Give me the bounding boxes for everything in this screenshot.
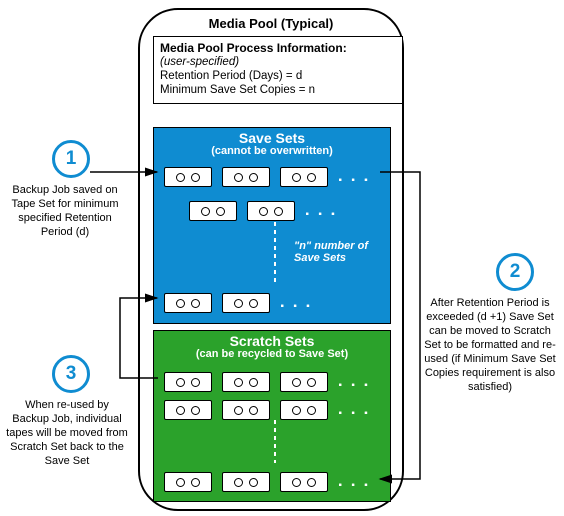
callout-2-text: After Retention Period is exceeded (d +1… [420,296,560,394]
callout-3-badge: 3 [52,355,90,393]
tape-row: . . . [164,371,380,393]
tape-icon [164,472,212,492]
scratch-sets-title: Scratch Sets [154,331,390,348]
tape-row: . . . [189,200,380,222]
info-box-title: Media Pool Process Information: [160,41,396,55]
callout-1-number: 1 [66,148,77,170]
tape-row: . . . [164,292,380,314]
tape-icon [164,400,212,420]
scratch-sets-subtitle: (can be recycled to Save Set) [154,348,390,365]
ellipsis-icon: . . . [338,405,370,415]
save-sets-section: Save Sets (cannot be overwritten) . . . … [153,127,391,324]
tape-icon [164,167,212,187]
callout-1-text: Backup Job saved on Tape Set for minimum… [6,183,124,239]
tape-icon [280,472,328,492]
tape-icon [222,293,270,313]
tape-icon [164,372,212,392]
tape-row: . . . [164,166,380,188]
info-line-2: Minimum Save Set Copies = n [160,83,396,97]
tape-row: . . . [164,399,380,421]
save-sets-subtitle: (cannot be overwritten) [154,145,390,162]
ellipsis-icon: . . . [305,206,337,216]
tape-icon [222,372,270,392]
info-box-subtitle: (user-specified) [160,55,396,69]
diagram-canvas: Media Pool (Typical) Media Pool Process … [0,0,564,516]
callout-3-number: 3 [66,363,77,385]
info-line-1: Retention Period (Days) = d [160,69,396,83]
media-pool-container: Media Pool (Typical) Media Pool Process … [138,8,404,511]
info-box: Media Pool Process Information: (user-sp… [153,36,403,104]
tape-icon [189,201,237,221]
callout-3-text: When re-used by Backup Job, individual t… [6,398,128,468]
scratch-sets-section: Scratch Sets (can be recycled to Save Se… [153,330,391,502]
n-save-sets-label: "n" number of Save Sets [294,240,384,264]
ellipsis-icon: . . . [338,477,370,487]
tape-icon [222,167,270,187]
ellipsis-icon: . . . [280,298,312,308]
callout-1-badge: 1 [52,140,90,178]
tape-icon [222,472,270,492]
tape-icon [280,167,328,187]
tape-row: . . . [164,471,380,493]
tape-icon [280,372,328,392]
callout-2-badge: 2 [496,253,534,291]
tape-icon [222,400,270,420]
media-pool-title: Media Pool (Typical) [140,16,402,31]
ellipsis-icon: . . . [338,377,370,387]
tape-icon [247,201,295,221]
ellipsis-icon: . . . [338,172,370,182]
tape-icon [280,400,328,420]
tape-icon [164,293,212,313]
save-sets-title: Save Sets [154,128,390,145]
callout-2-number: 2 [510,261,521,283]
